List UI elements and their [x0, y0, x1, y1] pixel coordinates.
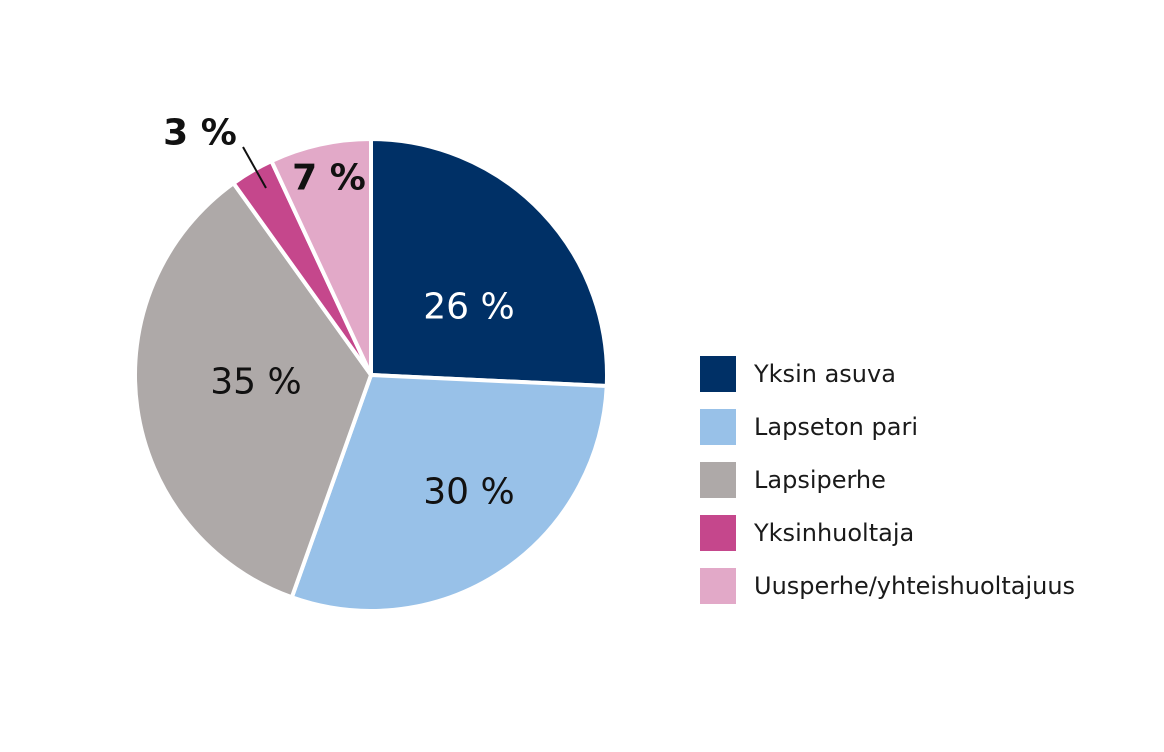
- legend-swatch-yksinhuoltaja: [700, 515, 736, 551]
- pie-slice-lapsiperhe: [133, 181, 373, 600]
- pie-slice-lapseton-pari: [289, 373, 609, 613]
- pie-slice-yksin-asuva: [369, 137, 609, 389]
- legend-swatch-yksin-asuva: [700, 356, 736, 392]
- data-label-uusperhe-yhteishuoltajuus: 7 %: [292, 158, 366, 199]
- data-label-lapseton-pari: 30 %: [423, 472, 514, 513]
- pie-slice-uusperhe-yhteishuoltajuus: [269, 137, 373, 377]
- legend-label-yksin-asuva: Yksin asuva: [753, 360, 896, 388]
- legend-swatch-lapsiperhe: [700, 462, 736, 498]
- data-label-yksinhuoltaja: 3 %: [163, 113, 237, 154]
- leader-line-yksinhuoltaja: [242, 146, 267, 189]
- legend-label-uusperhe-yhteishuoltajuus: Uusperhe/yhteishuoltajuus: [754, 572, 1075, 600]
- legend-label-lapsiperhe: Lapsiperhe: [754, 466, 886, 494]
- legend-swatch-uusperhe-yhteishuoltajuus: [700, 568, 736, 604]
- legend-swatch-lapseton-pari: [700, 409, 736, 445]
- legend-label-lapseton-pari: Lapseton pari: [754, 413, 918, 441]
- data-label-lapsiperhe: 35 %: [210, 362, 301, 403]
- pie-labels: 26 % 30 % 35 % 3 % 7 %: [163, 113, 515, 513]
- legend-label-yksinhuoltaja: Yksinhuoltaja: [753, 519, 914, 547]
- data-label-yksin-asuva: 26 %: [423, 287, 514, 328]
- pie-slices: [133, 137, 609, 613]
- legend: Yksin asuva Lapseton pari Lapsiperhe Yksinh…: [700, 356, 1075, 604]
